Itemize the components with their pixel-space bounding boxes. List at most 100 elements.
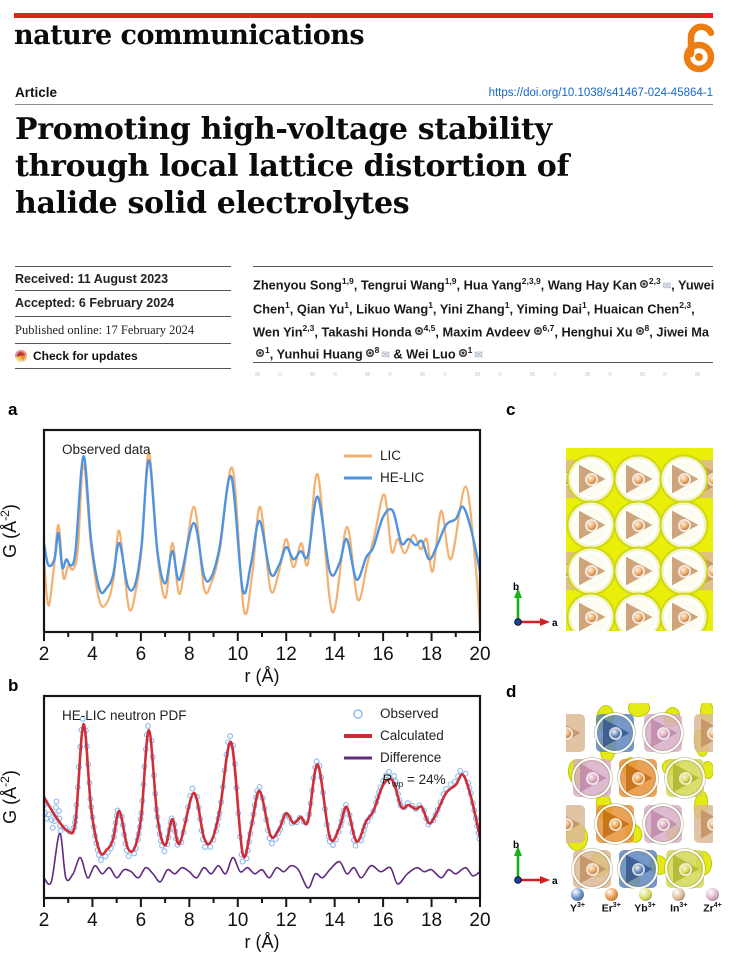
polyhedron-in xyxy=(664,551,704,591)
x-tick-label: 8 xyxy=(184,644,195,665)
divider xyxy=(253,362,713,363)
ion-symbol: In xyxy=(670,902,680,915)
x-tick-label: 18 xyxy=(421,910,442,931)
email-icon[interactable]: ✉ xyxy=(662,281,672,293)
x-tick-label: 16 xyxy=(373,644,394,665)
polyhedron-in xyxy=(664,597,704,631)
author-name: Zhenyou Song xyxy=(253,277,342,293)
observed-data-point xyxy=(189,785,196,792)
polyhedron-zr xyxy=(643,713,683,753)
polyhedron-in xyxy=(572,849,612,889)
x-tick-label: 16 xyxy=(373,910,394,931)
polyhedron-er xyxy=(595,804,635,844)
axis-b-label: b xyxy=(513,582,519,593)
observed-data-point xyxy=(202,844,209,850)
observed-data-point xyxy=(161,848,168,855)
crystal-structure-lic xyxy=(566,448,713,631)
ion-sphere-icon xyxy=(638,888,652,901)
ion-charge: 3+ xyxy=(647,902,656,909)
x-tick-label: 10 xyxy=(227,644,248,665)
check-for-updates-button[interactable]: Check for updates xyxy=(15,349,138,363)
affiliation-superscript: 1 xyxy=(428,300,433,311)
received-date: Received: 11 August 2023 xyxy=(15,272,169,286)
divider xyxy=(15,266,231,267)
author-line: Zhenyou Song1,9, Tengrui Wang1,9, Hua Ya… xyxy=(253,276,715,362)
ion-sphere-icon xyxy=(672,888,686,901)
polyhedron-in xyxy=(566,804,586,844)
author-name: Wang Hay Kan xyxy=(547,277,637,293)
author-name: Qian Yu xyxy=(296,301,345,317)
ion-charge: 3+ xyxy=(577,902,585,909)
observed-data-point xyxy=(52,804,59,811)
orcid-icon[interactable] xyxy=(533,326,542,335)
journal-wordmark: nature communications xyxy=(14,20,365,51)
polyhedron-in xyxy=(571,459,611,499)
polyhedron-in xyxy=(664,459,704,499)
ion-legend: Y3+ Er3+ Yb3+ In3+ Zr4+ xyxy=(562,888,728,915)
axis-triad-icon: ba xyxy=(513,840,558,887)
author-name: Yini Zhang xyxy=(439,301,505,317)
polyhedron-y xyxy=(618,849,658,889)
email-icon[interactable]: ✉ xyxy=(381,350,390,362)
x-tick-label: 4 xyxy=(87,910,98,931)
x-tick-label: 8 xyxy=(184,910,195,931)
observed-data-point xyxy=(49,824,56,831)
orcid-icon[interactable] xyxy=(365,349,374,358)
x-tick-label: 14 xyxy=(324,644,346,665)
divider xyxy=(15,368,231,369)
orcid-icon[interactable] xyxy=(639,280,648,289)
check-for-updates-label: Check for updates xyxy=(33,349,138,363)
affiliation-superscript: 8 xyxy=(374,344,380,355)
x-tick-label: 12 xyxy=(276,910,297,931)
observed-data-point xyxy=(55,808,62,814)
accepted-date: Accepted: 6 February 2024 xyxy=(15,296,175,310)
x-tick-label: 12 xyxy=(276,644,297,665)
plot-annotation: Observed data xyxy=(62,442,151,457)
observed-data-point xyxy=(239,858,246,865)
polyhedron-in xyxy=(618,459,658,499)
polyhedron-in xyxy=(618,551,658,591)
email-icon[interactable]: ✉ xyxy=(474,350,483,362)
x-tick-label: 4 xyxy=(87,644,98,665)
panel-label-a: a xyxy=(8,400,18,419)
polyhedron-in xyxy=(693,804,713,844)
polyhedron-in xyxy=(693,713,713,753)
axis-triad-icon: ba xyxy=(513,582,558,629)
ion-symbol: Er xyxy=(601,902,613,915)
axis-b-label: b xyxy=(513,840,519,851)
author-name: Henghui Xu xyxy=(561,323,633,339)
page-title: Promoting high-voltage stability through… xyxy=(15,112,570,221)
series-difference xyxy=(44,832,480,889)
faded-abstract-fragments xyxy=(255,372,705,376)
panel-label-c: c xyxy=(506,400,516,419)
x-tick-label: 20 xyxy=(469,910,490,931)
orcid-icon[interactable] xyxy=(414,326,423,335)
affiliation-superscript: 1,9 xyxy=(341,276,354,286)
x-tick-label: 14 xyxy=(324,910,346,931)
y-axis-label: G (Å-2) xyxy=(0,770,20,824)
affiliation-superscript: 6,7 xyxy=(542,322,555,333)
divider xyxy=(15,316,231,317)
pdf-plot-observed: 2 4 6 8 10 12 14 16 18 20 r (Å) G (Å-2) Observed dat… xyxy=(0,428,491,686)
polyhedron-in xyxy=(618,505,658,545)
polyhedron-yb xyxy=(665,758,705,798)
observed-data-point xyxy=(44,815,50,822)
orcid-icon[interactable] xyxy=(635,326,644,335)
polyhedron-in xyxy=(566,713,586,753)
doi-link[interactable]: https://doi.org/10.1038/s41467-024-45864… xyxy=(488,87,713,99)
orcid-icon[interactable] xyxy=(458,349,467,358)
x-tick-label: 18 xyxy=(421,644,442,665)
pdf-plot-refinement: 2 4 6 8 10 12 14 16 18 20 r (Å) G (Å-2) HE-LIC neutr… xyxy=(0,694,491,952)
orcid-icon[interactable] xyxy=(256,349,264,358)
observed-data-point xyxy=(45,811,52,818)
legend-label: Observed xyxy=(380,706,439,721)
polyhedron-y xyxy=(595,713,635,753)
x-tick-label: 20 xyxy=(469,644,490,665)
ion-symbol: Yb xyxy=(634,902,648,915)
author-name: Yuwei Chen xyxy=(253,277,715,317)
observed-data-point xyxy=(207,843,214,850)
author-name: Yiming Dai xyxy=(516,301,583,317)
journal-brand-bar xyxy=(14,13,713,18)
affiliation-superscript: 1 xyxy=(344,300,350,311)
